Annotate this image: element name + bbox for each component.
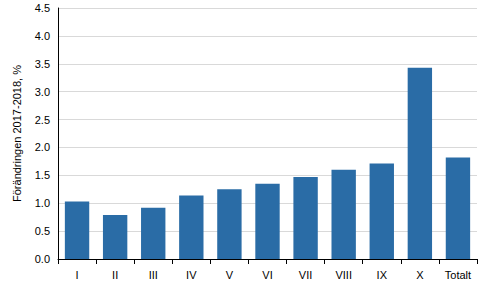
svg-text:3.0: 3.0 (35, 86, 50, 98)
svg-text:0.0: 0.0 (35, 253, 50, 265)
svg-text:3.5: 3.5 (35, 58, 50, 70)
svg-text:IV: IV (186, 269, 197, 281)
svg-text:Totalt: Totalt (445, 269, 471, 281)
svg-text:X: X (416, 269, 424, 281)
svg-text:I: I (76, 269, 79, 281)
svg-text:0.5: 0.5 (35, 225, 50, 237)
svg-text:2.0: 2.0 (35, 141, 50, 153)
svg-text:IX: IX (377, 269, 388, 281)
svg-text:4.5: 4.5 (35, 2, 50, 14)
svg-text:V: V (226, 269, 234, 281)
svg-text:III: III (149, 269, 158, 281)
svg-text:4.0: 4.0 (35, 30, 50, 42)
svg-text:II: II (112, 269, 118, 281)
svg-text:VIII: VIII (335, 269, 352, 281)
svg-text:Förändringen 2017-2018, %: Förändringen 2017-2018, % (11, 65, 23, 202)
svg-text:VII: VII (299, 269, 312, 281)
svg-text:1.5: 1.5 (35, 169, 50, 181)
svg-text:2.5: 2.5 (35, 114, 50, 126)
svg-text:1.0: 1.0 (35, 197, 50, 209)
svg-text:VI: VI (262, 269, 272, 281)
